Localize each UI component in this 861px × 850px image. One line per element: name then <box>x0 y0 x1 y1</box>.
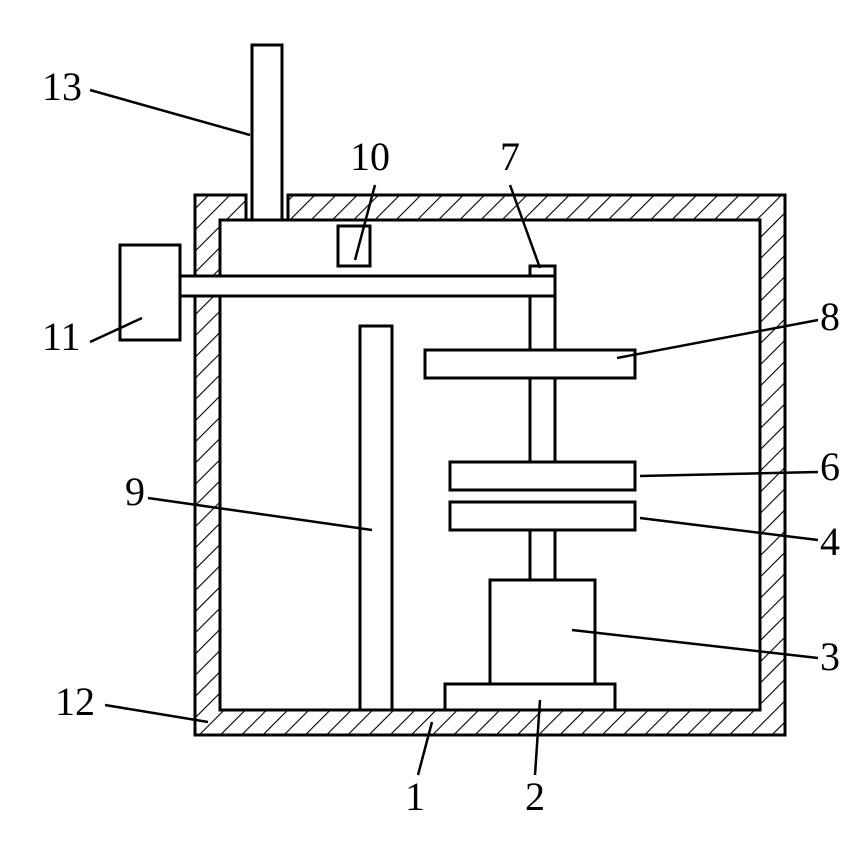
callout-label-8: 8 <box>820 294 840 339</box>
callout-label-10: 10 <box>350 134 390 179</box>
callout-label-1: 1 <box>405 774 425 819</box>
callout-label-12: 12 <box>55 679 95 724</box>
callout-label-11: 11 <box>42 314 81 359</box>
callout-label-6: 6 <box>820 444 840 489</box>
callout-label-2: 2 <box>525 774 545 819</box>
callout-label-9: 9 <box>125 469 145 514</box>
callout-label-7: 7 <box>500 134 520 179</box>
callout-label-3: 3 <box>820 634 840 679</box>
diagram-canvas: 1310711896431212 <box>0 0 861 850</box>
callout-label-4: 4 <box>820 519 840 564</box>
callout-label-13: 13 <box>42 64 82 109</box>
